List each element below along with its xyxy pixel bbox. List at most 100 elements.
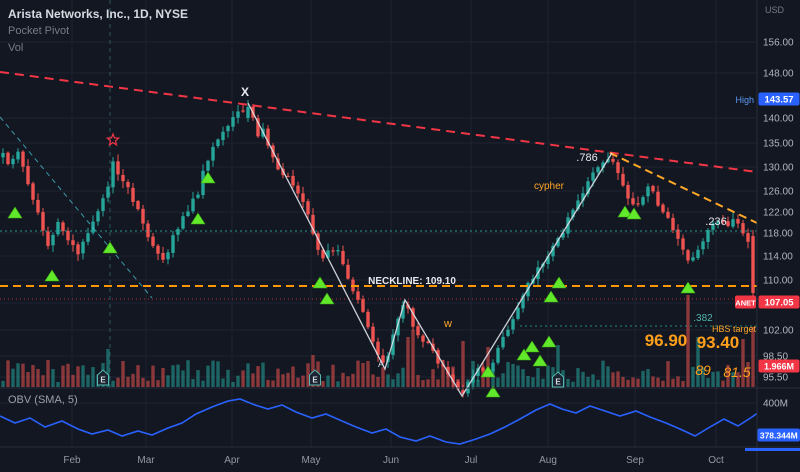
volume-bar (66, 363, 70, 387)
candle-body (96, 211, 100, 222)
volume-bar (451, 366, 455, 387)
month-label-apr[interactable]: Apr (224, 455, 240, 466)
candle-body (31, 183, 35, 200)
candle-body (496, 347, 500, 363)
volume-bar (116, 377, 120, 387)
pocket-pivot-triangle-icon[interactable] (190, 212, 206, 225)
candle-body (36, 199, 40, 213)
target-89: 89 (695, 362, 711, 378)
candle-body (691, 257, 695, 261)
volume-bar (736, 372, 740, 387)
pocket-pivot-triangle-icon[interactable] (319, 292, 335, 305)
volume-bar (141, 377, 145, 387)
candle-body (661, 204, 665, 213)
indicator-pocket-pivot[interactable]: Pocket Pivot (8, 25, 70, 37)
pocket-pivot-triangle-icon[interactable] (543, 290, 559, 303)
volume-bar (201, 380, 205, 387)
candle-body (356, 291, 360, 300)
month-label-aug[interactable]: Aug (539, 455, 557, 466)
candle-body (16, 151, 20, 160)
volume-bar (121, 361, 125, 387)
pocket-pivot-triangle-icon[interactable] (516, 348, 532, 361)
candle-body (191, 198, 195, 212)
volume-bar (641, 370, 645, 387)
candle-body (46, 231, 50, 246)
price-tick: 122.00 (763, 208, 794, 219)
month-label-oct[interactable]: Oct (708, 455, 724, 466)
volume-bar (286, 372, 290, 387)
xabcd-pattern-lines[interactable] (247, 102, 613, 398)
pocket-pivot-triangle-icon[interactable] (541, 335, 557, 348)
pocket-pivot-triangle-icon[interactable] (680, 281, 696, 294)
star-icon[interactable] (105, 132, 121, 147)
month-label-may[interactable]: May (302, 455, 321, 466)
candle-body (256, 118, 260, 137)
orange-trendline[interactable] (609, 152, 758, 224)
high-price-chip: 143.57 (764, 95, 793, 106)
pocket-pivot-triangle-icon[interactable] (480, 365, 496, 378)
x-label: X (241, 85, 249, 99)
pocket-pivot-triangle-icon[interactable] (551, 276, 567, 289)
pocket-pivot-triangle-icon[interactable] (617, 205, 633, 218)
earnings-icon[interactable] (97, 369, 109, 386)
candle-body (716, 221, 720, 224)
candle-body (376, 341, 380, 355)
pocket-pivot-triangle-icon[interactable] (44, 269, 60, 282)
volume-bar (106, 349, 110, 387)
price-axis-bg[interactable] (757, 0, 800, 472)
obv-line[interactable] (0, 398, 800, 445)
month-label-feb[interactable]: Feb (63, 455, 81, 466)
volume-bar (666, 361, 670, 387)
volume-bar (301, 375, 305, 387)
candle-body (416, 326, 420, 336)
candle-body (576, 200, 580, 210)
w-label: w (443, 318, 452, 330)
volume-bar (751, 327, 755, 387)
price-tick: 148.00 (763, 69, 794, 80)
candle-body (491, 362, 495, 372)
pocket-pivot-triangle-icon[interactable] (312, 276, 328, 289)
teal-trendline[interactable] (0, 116, 153, 299)
pocket-pivot-triangle-icon[interactable] (532, 354, 548, 367)
candle-body (736, 218, 740, 224)
earnings-icon[interactable] (309, 369, 321, 386)
volume-bar (461, 341, 465, 387)
month-label-mar[interactable]: Mar (137, 455, 155, 466)
scroll-indicator[interactable] (745, 448, 800, 451)
candle-body (621, 173, 625, 186)
volume-bar (701, 367, 705, 387)
price-tick: 110.00 (763, 276, 793, 287)
volume-bar (476, 379, 480, 387)
volume-bar (246, 363, 250, 387)
month-label-jul[interactable]: Jul (465, 455, 478, 466)
volume-bar (526, 375, 530, 387)
obv-tick: 400M (763, 399, 788, 410)
red-trendline[interactable] (0, 71, 758, 173)
pocket-pivot-triangle-icon[interactable] (626, 207, 642, 220)
volume-bar (276, 368, 280, 387)
month-label-sep[interactable]: Sep (626, 455, 644, 466)
indicator-obv[interactable]: OBV (SMA, 5) (8, 394, 78, 406)
volume-bar (501, 373, 505, 387)
candle-body (426, 341, 430, 343)
pocket-pivot-triangle-icon[interactable] (524, 340, 540, 353)
volume-bar (361, 363, 365, 387)
candle-body (626, 184, 630, 199)
volume-histogram (1, 295, 755, 387)
volume-bar (581, 371, 585, 387)
symbol-title[interactable]: Arista Networks, Inc., 1D, NYSE (8, 7, 189, 21)
earnings-icon[interactable] (552, 371, 564, 388)
volume-bar (406, 337, 410, 387)
candle-body (671, 217, 675, 231)
volume-bar (231, 381, 235, 387)
indicator-vol[interactable]: Vol (8, 42, 24, 54)
volume-bar (226, 369, 230, 387)
volume-bar (151, 365, 155, 387)
candle-body (321, 249, 325, 259)
pocket-pivot-triangle-icon[interactable] (200, 171, 216, 184)
pocket-pivot-triangle-icon[interactable] (7, 206, 23, 219)
month-label-jun[interactable]: Jun (383, 455, 399, 466)
pocket-pivot-triangle-icon[interactable] (102, 241, 118, 254)
pocket-pivot-triangle-icon[interactable] (485, 385, 501, 398)
